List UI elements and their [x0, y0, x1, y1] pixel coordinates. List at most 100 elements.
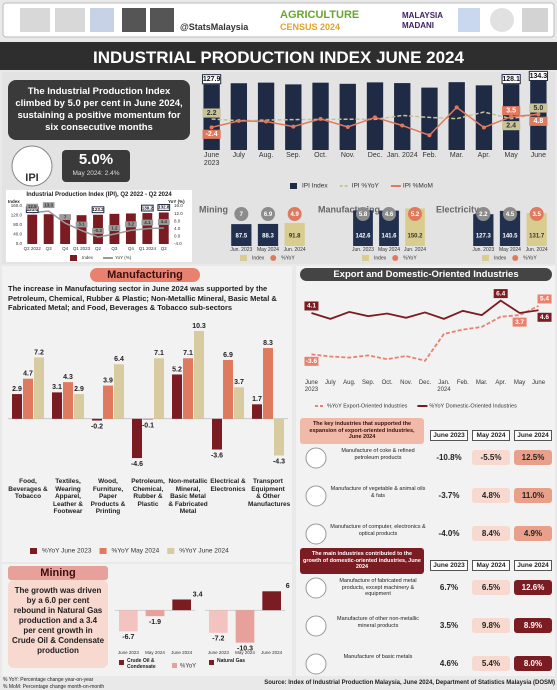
x-tick-label: Textiles, Wearing Apparel, Leather & Foo…: [53, 478, 83, 515]
legend-swatch: [290, 183, 297, 189]
x-tick-label: Q1 2024: [138, 246, 156, 251]
x-tick-label: May 2024: [257, 247, 279, 253]
y-axis-label: Index: [8, 199, 20, 204]
badge-label: 6.9: [264, 212, 273, 218]
x-tick-label: June: [532, 380, 546, 386]
value-label: 7.1: [183, 350, 193, 357]
y2-tick-label: 0.0: [174, 234, 181, 239]
line: [311, 305, 539, 362]
line: [311, 299, 539, 320]
badge: [382, 207, 396, 221]
value-label: 12.5: [28, 204, 37, 209]
legend-label: Index: [82, 255, 94, 260]
logo: [55, 8, 85, 32]
row-icon: [305, 523, 327, 545]
marker: [400, 123, 405, 128]
value-label-bg: [502, 106, 521, 116]
legend-swatch: [99, 548, 107, 554]
value-label: 1.2: [111, 225, 118, 230]
value-label: 3.7: [234, 379, 244, 386]
x-tick-label: Food, Beverages & Tobacco: [8, 478, 48, 500]
x-tick-label: Jun. 2024: [525, 247, 548, 253]
value-label: 1.7: [252, 396, 262, 403]
panel-title: Manufacturing: [318, 204, 380, 214]
value-label: 4.3: [63, 374, 73, 381]
marker: [236, 118, 241, 123]
column-header: June 2024: [514, 560, 552, 571]
value-label: -7.2: [212, 636, 224, 643]
value-label: -3.6: [306, 358, 318, 365]
table-title: The main industries contributed to the g…: [300, 548, 424, 574]
bar: [76, 215, 87, 244]
badge-label: 4.6: [385, 212, 394, 218]
value-label-bg: [202, 74, 222, 85]
section-text: The growth was driven by a 6.0 per cent …: [12, 586, 105, 655]
x-tick-label: Q2: [160, 246, 167, 251]
legend-swatch: [512, 255, 519, 261]
bar: [284, 223, 305, 246]
logo: [90, 8, 114, 32]
x-tick-label: Oct.: [314, 152, 327, 159]
census-subtitle: CENSUS 2024: [280, 22, 341, 32]
marker: [345, 124, 350, 129]
legend-swatch: [362, 255, 369, 261]
value-label: 10.3: [192, 323, 206, 330]
value-label: 132.8: [158, 205, 170, 210]
y2-tick-label: -4.0: [174, 241, 182, 246]
bar: [154, 358, 164, 419]
cell-value: 8.9%: [514, 618, 552, 633]
cell-value: 6.7%: [439, 583, 459, 592]
badge-label: 5.2: [411, 212, 420, 218]
value-label: 2.9: [74, 386, 84, 393]
x-tick-label: Mar.: [475, 380, 488, 386]
x-tick-label: Transport Equipment & Other Manufactures: [248, 478, 291, 508]
chart-title: Crude Oil & Condensate: [127, 658, 156, 670]
x-tick-label: Jun. 2024: [283, 247, 306, 253]
column-header: May 2024: [472, 560, 510, 571]
legend-swatch: [172, 663, 177, 668]
y2-tick-label: 12.0: [174, 211, 183, 216]
summary-box: [8, 80, 190, 140]
marker: [454, 105, 459, 110]
x-tick-label: Oct.: [381, 380, 393, 386]
value-label: 5.0: [534, 105, 544, 112]
value-label-bg: [202, 129, 221, 139]
bar: [119, 610, 138, 632]
value-label: 7: [64, 214, 67, 219]
x-tick-label: Q4: [62, 246, 69, 251]
value-label-bg: [108, 225, 121, 232]
value-label: -1.9: [149, 619, 161, 626]
value-label: 6: [286, 583, 290, 590]
x-tick-label: Mar.: [449, 152, 464, 159]
value-label: 6.4: [114, 356, 124, 363]
badge-label: 2.2: [479, 212, 488, 218]
legend-label: %YoY Domestic-Oriented Industries: [429, 403, 517, 409]
bar: [473, 214, 494, 246]
row-label: Manufacture of coke & refined petroleum …: [341, 448, 415, 461]
x-tick-label: Aug.: [343, 380, 356, 386]
bar: [448, 82, 465, 150]
bar: [172, 599, 191, 611]
footnote: % YoY: Percentage change year-on-year: [3, 677, 94, 683]
badge-label: 3.5: [532, 212, 541, 218]
bar: [475, 85, 493, 150]
value-label: -0.3: [94, 228, 102, 233]
row-icon: [305, 447, 327, 469]
legend-swatch: [70, 255, 77, 261]
value-label-bg: [528, 70, 548, 81]
value-label-bg: [304, 356, 319, 366]
legend-label: Index: [252, 255, 265, 261]
source: Source: Index of Industrial Production M…: [264, 680, 555, 686]
section-title: Export and Domestic-Oriented Industries: [300, 268, 552, 281]
legend-label: YoY (%): [115, 255, 132, 260]
bar: [263, 348, 273, 419]
value-label: 134.3: [530, 73, 548, 80]
title-swatch: [119, 660, 124, 665]
legend-label: IPI Index: [302, 183, 328, 190]
bar: [125, 213, 136, 244]
panel-title: Mining: [199, 204, 228, 214]
legend-label: %YoY: [281, 255, 295, 261]
chart-title: Industrial Production Index (IPI), Q2 20…: [26, 192, 172, 198]
ipi-label: IPI: [25, 172, 39, 184]
